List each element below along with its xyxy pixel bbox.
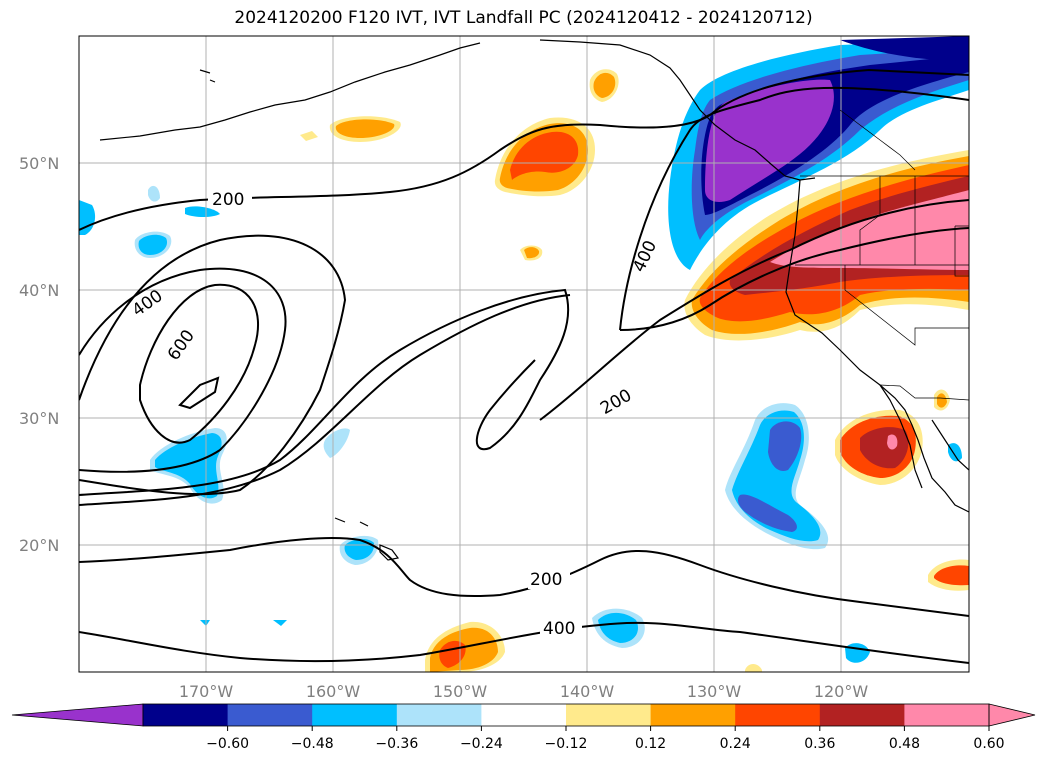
colorbar-tick-label: 0.48 [889,736,920,752]
colorbar-swatch [904,704,990,726]
lat-label-30n: 30°N [19,409,59,428]
longitude-labels: 170°W 160°W 150°W 140°W 130°W 120°W [179,682,869,701]
latitude-labels: 50°N 40°N 30°N 20°N [19,154,59,555]
contour-label: 400 [543,619,575,639]
lat-label-50n: 50°N [19,154,59,173]
colorbar-ticks: −0.60 −0.48 −0.36 −0.24 −0.12 0.12 0.24 0.36 0.4… [206,726,1005,752]
lon-label-160w: 160°W [306,682,361,701]
colorbar-swatch [650,704,736,726]
colorbar-tick-label: −0.12 [545,736,588,752]
colorbar-tick-label: −0.60 [206,736,249,752]
lon-label-150w: 150°W [433,682,488,701]
colorbar-swatch [396,704,482,726]
colorbar-extend-min [11,703,144,727]
colorbar-tick-label: 0.60 [973,736,1004,752]
colorbar-swatch [312,704,398,726]
colorbar-tick-label: −0.36 [375,736,418,752]
colorbar-extend-max [988,703,1036,727]
lon-label-130w: 130°W [687,682,742,701]
shading-layer [79,36,969,672]
lon-label-170w: 170°W [179,682,234,701]
lat-label-20n: 20°N [19,536,59,555]
colorbar-tick-label: 0.36 [804,736,835,752]
colorbar-tick-label: −0.48 [291,736,334,752]
colorbar-swatch [227,704,313,726]
state-borders [795,109,969,401]
colorbar-tick-label: −0.24 [460,736,503,752]
colorbar-swatch [819,704,905,726]
colorbar-swatch [566,704,652,726]
ivt-contours [79,68,969,664]
lon-label-140w: 140°W [560,682,615,701]
lon-label-120w: 120°W [814,682,869,701]
colorbar-tick-label: 0.24 [720,736,751,752]
colorbar: −0.60 −0.48 −0.36 −0.24 −0.12 0.12 0.24 0.36 0.4… [11,703,1036,752]
map-frame [78,35,970,673]
colorbar-swatch [143,704,229,726]
contour-label: 200 [530,570,562,590]
colorbar-tick-label: 0.12 [635,736,666,752]
contour-label: 200 [212,190,244,210]
colorbar-swatch [481,704,567,726]
map-area: 200 400 600 400 200 200 400 [79,36,969,672]
lat-label-40n: 40°N [19,281,59,300]
map-title: 2024120200 F120 IVT, IVT Landfall PC (20… [234,8,813,28]
colorbar-swatch [735,704,821,726]
coastlines [99,39,969,561]
colorbar-swatches [11,703,1036,727]
